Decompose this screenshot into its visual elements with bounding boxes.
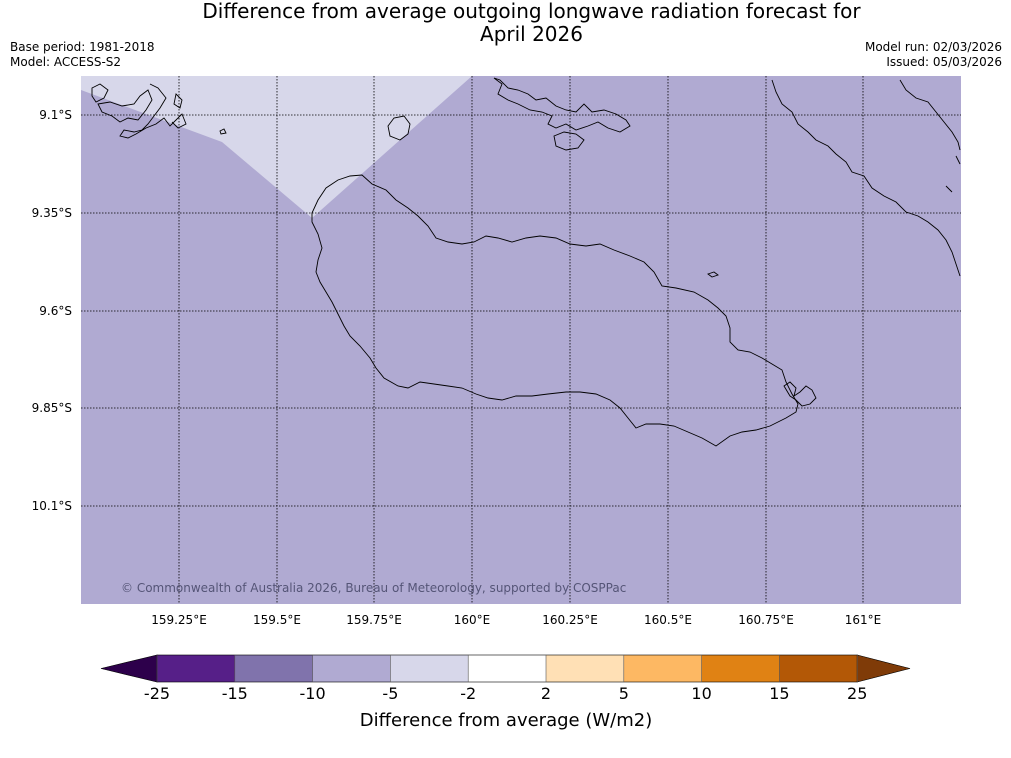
latitude-labels: 9.1°S 9.35°S 9.6°S 9.85°S 10.1°S <box>32 108 72 513</box>
colorbar-label: Difference from average (W/m2) <box>360 710 652 731</box>
lon-tick-label: 159.25°E <box>151 613 207 627</box>
lat-tick-label: 10.1°S <box>32 499 72 513</box>
colorbar-tick-label: -2 <box>460 684 476 703</box>
coastline-florida-islands <box>493 77 631 151</box>
copyright-notice: © Commonwealth of Australia 2026, Bureau… <box>121 581 626 595</box>
colorbar-segment <box>546 655 624 682</box>
colorbar <box>100 654 911 683</box>
lon-tick-label: 160.75°E <box>738 613 794 627</box>
colorbar-tick-label: -25 <box>144 684 170 703</box>
colorbar-tick-label: 5 <box>619 684 629 703</box>
lon-tick-label: 160°E <box>454 613 491 627</box>
colorbar-ticks: -25 -15 -10 -5 -2 2 5 10 15 25 <box>144 655 867 703</box>
colorbar-segment <box>390 655 469 682</box>
colorbar-segment <box>312 655 391 682</box>
map-background <box>81 76 961 604</box>
colorbar-over-arrow <box>856 654 911 683</box>
colorbar-tick-label: -5 <box>382 684 398 703</box>
anomaly-patch <box>81 76 472 218</box>
lat-tick-label: 9.35°S <box>32 206 72 220</box>
meta-left: Base period: 1981-2018 Model: ACCESS-S2 <box>10 40 155 70</box>
coastline-savo <box>387 115 411 141</box>
colorbar-tick-label: -10 <box>300 684 326 703</box>
coastline-guadalcanal <box>311 174 799 447</box>
colorbar-tick-label: 25 <box>847 684 867 703</box>
graticule <box>81 76 961 604</box>
lon-tick-label: 161°E <box>845 613 882 627</box>
colorbar-segment <box>234 655 313 682</box>
lat-tick-label: 9.1°S <box>39 108 72 122</box>
coastline-malaita <box>771 79 961 277</box>
colorbar-tick-label: 15 <box>769 684 789 703</box>
lon-tick-label: 160.5°E <box>644 613 692 627</box>
lat-tick-label: 9.6°S <box>39 304 72 318</box>
longitude-labels: 159.25°E 159.5°E 159.75°E 160°E 160.25°E 160.… <box>151 613 881 627</box>
lon-tick-label: 159.5°E <box>253 613 301 627</box>
colorbar-segment <box>701 655 780 682</box>
lat-tick-label: 9.85°S <box>32 401 72 415</box>
coastline-small-island <box>707 271 719 278</box>
coastlines <box>91 77 961 447</box>
colorbar-tick-label: 10 <box>691 684 711 703</box>
title-line-2: April 2026 <box>480 22 583 46</box>
colorbar-segment <box>623 655 702 682</box>
issued-date: Issued: 05/03/2026 <box>886 55 1002 69</box>
colorbar-tick-label: 2 <box>541 684 551 703</box>
title-line-1: Difference from average outgoing longwav… <box>202 0 861 23</box>
colorbar-tick-label: -15 <box>222 684 248 703</box>
coastline-east-tip <box>783 381 817 407</box>
coastline-russell <box>219 128 227 135</box>
meta-right: Model run: 02/03/2026 Issued: 05/03/2026 <box>865 40 1002 70</box>
base-period: Base period: 1981-2018 <box>10 40 155 54</box>
coastline-malaita-north <box>899 79 961 193</box>
coastline-nw-islands <box>91 83 187 139</box>
colorbar-segment <box>779 655 858 682</box>
lon-tick-label: 160.25°E <box>542 613 598 627</box>
model-run: Model run: 02/03/2026 <box>864 40 1002 54</box>
map-title: Difference from average outgoing longwav… <box>0 0 1011 46</box>
model-name: Model: ACCESS-S2 <box>10 55 122 69</box>
lon-tick-label: 159.75°E <box>346 613 402 627</box>
colorbar-segment <box>157 655 235 682</box>
colorbar-segment <box>468 655 546 682</box>
colorbar-under-arrow <box>100 654 158 683</box>
